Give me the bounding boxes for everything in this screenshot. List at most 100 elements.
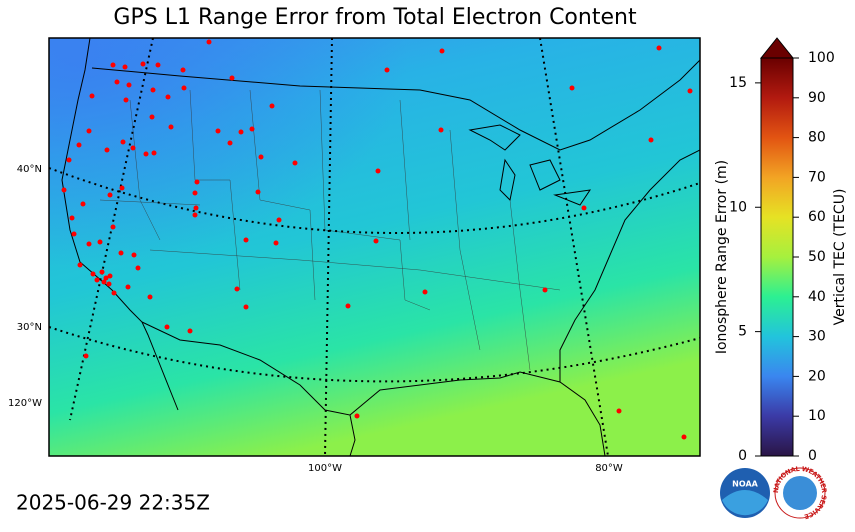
station bbox=[119, 185, 125, 191]
station bbox=[373, 238, 379, 244]
left-axis-label: Ionosphere Range Error (m) bbox=[714, 160, 730, 354]
map-shade bbox=[49, 38, 700, 456]
station bbox=[97, 239, 103, 245]
station bbox=[110, 62, 116, 68]
station bbox=[143, 151, 149, 157]
tick-label: 0 bbox=[808, 448, 817, 464]
station bbox=[80, 201, 86, 207]
station bbox=[155, 62, 161, 68]
station bbox=[292, 160, 298, 166]
station bbox=[194, 179, 200, 185]
station bbox=[192, 190, 198, 196]
station bbox=[103, 275, 109, 281]
station bbox=[439, 48, 445, 54]
tick-label: 90 bbox=[808, 90, 826, 106]
station bbox=[76, 142, 82, 148]
station bbox=[616, 408, 622, 414]
longitude-80 bbox=[539, 38, 609, 456]
station bbox=[181, 85, 187, 91]
station bbox=[569, 85, 575, 91]
station bbox=[83, 353, 89, 359]
station bbox=[238, 129, 244, 135]
station bbox=[99, 269, 105, 275]
station bbox=[345, 303, 351, 309]
station bbox=[687, 88, 693, 94]
longitude-100 bbox=[324, 38, 333, 456]
station bbox=[130, 145, 136, 151]
station bbox=[140, 61, 146, 67]
station bbox=[258, 154, 264, 160]
logos: NOAA NATIONAL WEATHER SERVICE bbox=[720, 465, 828, 521]
station bbox=[131, 252, 137, 258]
station bbox=[151, 150, 157, 156]
lon-label: 100°W bbox=[308, 463, 342, 474]
station bbox=[90, 271, 96, 277]
station bbox=[135, 265, 141, 271]
station bbox=[269, 103, 275, 109]
tick-label: 15 bbox=[729, 75, 747, 91]
tick-label: 20 bbox=[808, 368, 826, 384]
station bbox=[89, 93, 95, 99]
station bbox=[187, 328, 193, 334]
nws-inner bbox=[783, 476, 817, 510]
station bbox=[168, 124, 174, 130]
station bbox=[107, 192, 113, 198]
tick-label: 60 bbox=[808, 209, 826, 225]
station bbox=[422, 289, 428, 295]
tick-label: 100 bbox=[808, 50, 835, 66]
station bbox=[110, 224, 116, 230]
station bbox=[192, 212, 198, 218]
stations bbox=[61, 39, 693, 440]
station bbox=[77, 262, 83, 268]
station bbox=[101, 279, 107, 285]
right-axis-label: Vertical TEC (TECU) bbox=[832, 189, 848, 326]
tick-label: 0 bbox=[738, 448, 747, 464]
lon-label: 120°W bbox=[8, 398, 42, 409]
station bbox=[375, 168, 381, 174]
station bbox=[107, 273, 113, 279]
tick-label: 80 bbox=[808, 130, 826, 146]
map-frame bbox=[48, 37, 701, 457]
tick-label: 5 bbox=[738, 324, 747, 340]
station bbox=[126, 82, 132, 88]
station bbox=[122, 64, 128, 70]
title: GPS L1 Range Error from Total Electron C… bbox=[113, 5, 637, 30]
tick-label: 30 bbox=[808, 329, 826, 345]
station bbox=[276, 217, 282, 223]
latitude-30 bbox=[49, 326, 700, 383]
station bbox=[165, 94, 171, 100]
station bbox=[71, 231, 77, 237]
station bbox=[255, 189, 261, 195]
lon-label: 80°W bbox=[595, 463, 623, 474]
latitude-40 bbox=[49, 167, 700, 234]
station bbox=[111, 290, 117, 296]
station bbox=[249, 126, 255, 132]
station bbox=[581, 205, 587, 211]
station bbox=[86, 241, 92, 247]
station bbox=[384, 67, 390, 73]
tick-label: 10 bbox=[808, 408, 826, 424]
station bbox=[273, 240, 279, 246]
station bbox=[215, 128, 221, 134]
noaa-text: NOAA bbox=[732, 480, 758, 489]
tick-label: 70 bbox=[808, 169, 826, 185]
station bbox=[61, 187, 67, 193]
station bbox=[120, 139, 126, 145]
colorbar-extend bbox=[759, 37, 795, 59]
station bbox=[234, 286, 240, 292]
station bbox=[86, 128, 92, 134]
station bbox=[656, 45, 662, 51]
colorbar: Ionosphere Range Error (m) Vertical TEC … bbox=[714, 37, 848, 464]
station bbox=[648, 137, 654, 143]
station bbox=[243, 237, 249, 243]
tick-label: 40 bbox=[808, 289, 826, 305]
station bbox=[193, 205, 199, 211]
station bbox=[104, 147, 110, 153]
station bbox=[118, 250, 124, 256]
station bbox=[438, 127, 444, 133]
station bbox=[69, 215, 75, 221]
station bbox=[114, 79, 120, 85]
timestamp: 2025-06-29 22:35Z bbox=[16, 491, 210, 515]
tick-label: 10 bbox=[729, 199, 747, 215]
